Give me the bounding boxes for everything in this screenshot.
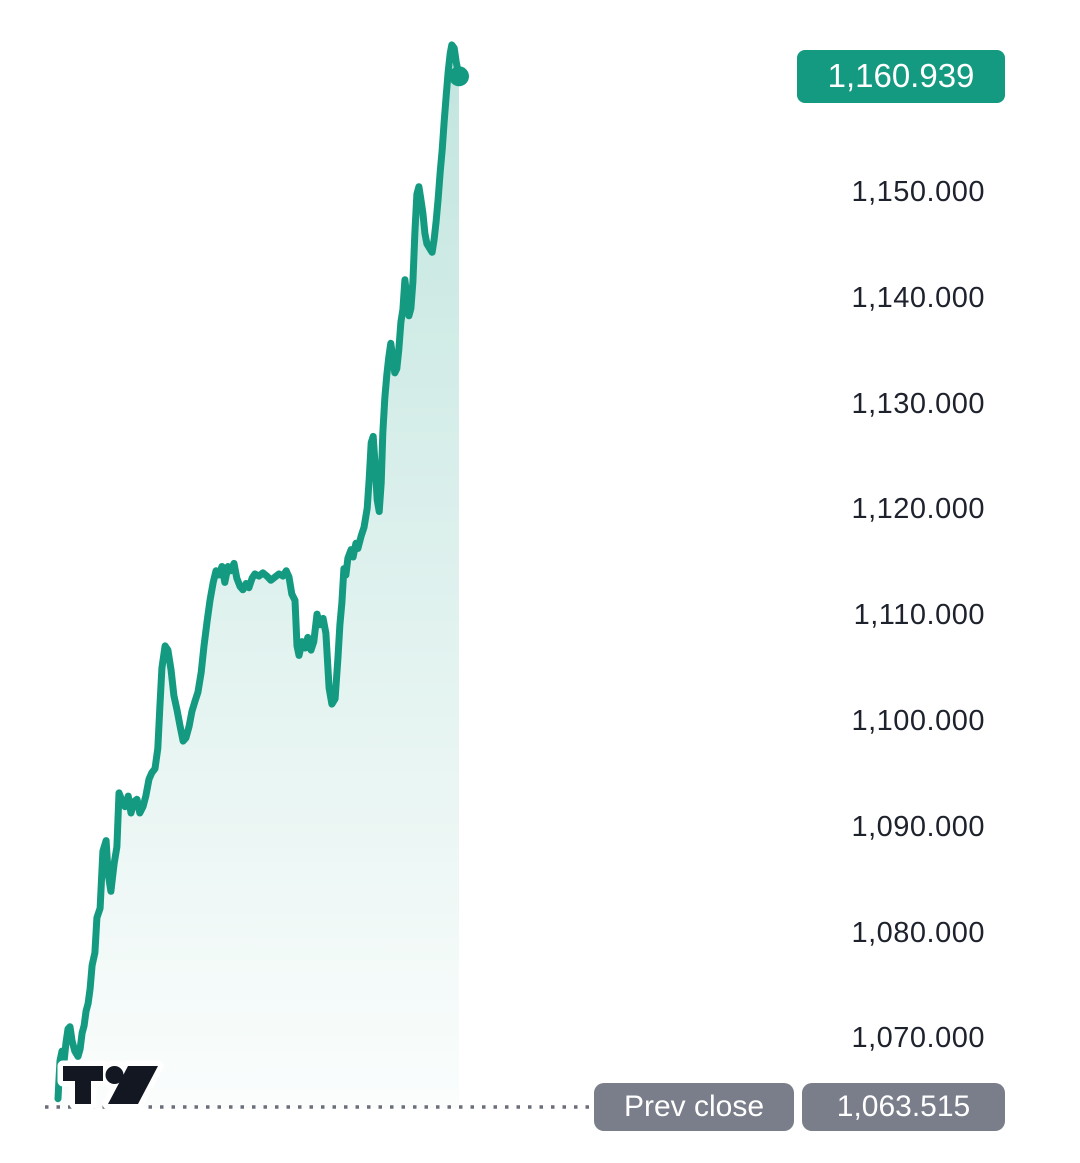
logo-glyphs <box>63 1066 158 1104</box>
y-axis-tick: 1,150.000 <box>851 176 985 208</box>
y-axis-tick: 1,080.000 <box>851 916 985 949</box>
tradingview-logo[interactable] <box>57 1060 164 1110</box>
current-price-badge: 1,160.939 <box>797 49 1005 103</box>
prev-close-value-badge: 1,063.515 <box>802 1083 1005 1131</box>
y-axis-tick: 1,090.000 <box>851 810 985 843</box>
current-price-value: 1,160.939 <box>827 57 975 95</box>
prev-close-label-text: Prev close <box>623 1090 765 1123</box>
y-axis-tick: 1,100.000 <box>851 705 985 737</box>
y-axis-tick: 1,110.000 <box>853 599 985 632</box>
y-axis-tick: 1,070.000 <box>851 1022 985 1055</box>
prev-close-label-badge: Prev close <box>594 1083 794 1131</box>
y-axis-tick: 1,130.000 <box>851 387 985 420</box>
prev-close-value-text: 1,063.515 <box>836 1090 971 1123</box>
y-axis-tick: 1,120.000 <box>851 493 985 526</box>
y-axis-tick: 1,140.000 <box>851 281 985 314</box>
last-price-dot <box>449 66 469 87</box>
price-line <box>54 41 463 1103</box>
